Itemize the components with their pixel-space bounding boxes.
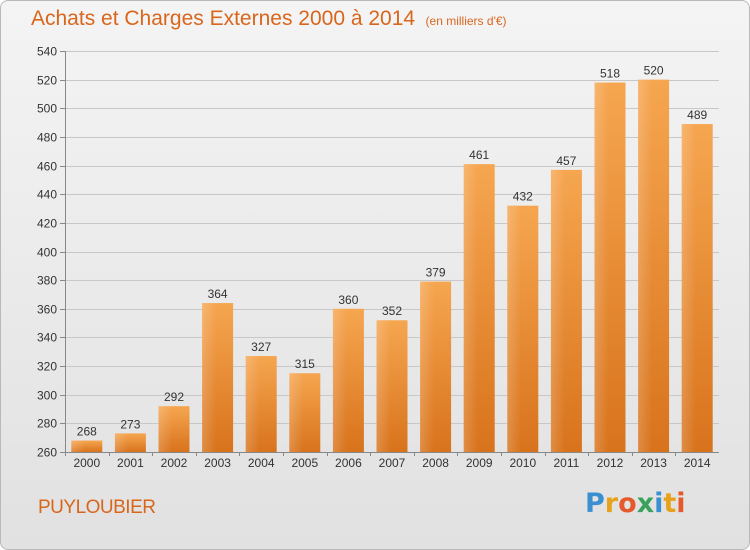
x-tick-label: 2013 <box>640 456 667 470</box>
brand-letter: t <box>663 488 677 519</box>
x-tick-label: 2006 <box>335 456 362 470</box>
y-tick-label: 340 <box>37 331 57 345</box>
brand-letter: i <box>676 488 686 519</box>
data-label: 489 <box>687 108 707 122</box>
x-tick-label: 2001 <box>117 456 144 470</box>
y-tick-label: 480 <box>37 131 57 145</box>
data-label: 273 <box>120 417 140 431</box>
brand-letter: r <box>604 488 619 519</box>
bar-highlight <box>420 281 435 452</box>
data-label: 457 <box>556 154 576 168</box>
x-tick-label: 2002 <box>161 456 188 470</box>
bar-highlight <box>638 79 653 453</box>
bar-highlight <box>507 205 522 452</box>
y-tick-label: 360 <box>37 303 57 317</box>
location-label: PUYLOUBIER <box>38 497 156 518</box>
y-tick-label: 540 <box>37 45 57 59</box>
y-tick-label: 520 <box>37 74 57 88</box>
bar <box>71 440 103 452</box>
y-tick-label: 400 <box>37 246 57 260</box>
x-tick-label: 2012 <box>597 456 624 470</box>
brand-logo[interactable]: Proxiti <box>585 488 686 519</box>
brand-letter: x <box>636 488 655 519</box>
x-tick-label: 2014 <box>684 456 711 470</box>
x-tick-label: 2007 <box>379 456 406 470</box>
brand-letter: P <box>585 488 605 519</box>
data-label: 364 <box>208 287 228 301</box>
data-labels: 268 273 292 364 327 315 360 352 379 461 432 457 518 5… <box>77 64 708 439</box>
y-tick-label: 280 <box>37 417 57 431</box>
data-label: 379 <box>426 266 446 280</box>
y-tick-label: 420 <box>37 217 57 231</box>
data-label: 268 <box>77 425 97 439</box>
data-label: 360 <box>338 293 358 307</box>
y-tick-label: 380 <box>37 274 57 288</box>
bars <box>71 79 713 453</box>
bar-highlight <box>550 169 565 452</box>
x-tick-label: 2010 <box>509 456 536 470</box>
x-tick-label: 2005 <box>291 456 318 470</box>
y-tick-label: 460 <box>37 160 57 174</box>
bar-highlight <box>158 406 173 452</box>
title-row: Achats et Charges Externes 2000 à 2014 (… <box>31 7 507 31</box>
x-tick-label: 2004 <box>248 456 275 470</box>
brand-letter: i <box>654 488 664 519</box>
bar-highlight <box>681 124 696 453</box>
x-tick-label: 2000 <box>73 456 100 470</box>
data-label: 315 <box>295 357 315 371</box>
data-label: 520 <box>644 64 664 78</box>
data-label: 461 <box>469 148 489 162</box>
y-tick-label: 320 <box>37 360 57 374</box>
y-tick-label: 440 <box>37 188 57 202</box>
y-axis-tick-labels: 260 280 300 320 340 360 380 400 420 440 460 480 500 5… <box>37 45 57 460</box>
bar-highlight <box>71 440 86 452</box>
x-tick-label: 2003 <box>204 456 231 470</box>
x-tick-label: 2011 <box>553 456 579 470</box>
bar-highlight <box>463 164 478 452</box>
y-tick-label: 500 <box>37 102 57 116</box>
bar-highlight <box>202 303 217 452</box>
brand-letter: o <box>618 488 637 519</box>
bar-highlight <box>332 308 347 452</box>
axes <box>65 51 719 453</box>
data-label: 352 <box>382 304 402 318</box>
bar-highlight <box>376 320 391 452</box>
y-tick-label: 300 <box>37 389 57 403</box>
x-axis-tick-labels: 2000 2001 2002 2003 2004 2005 2006 2007 2008 2009… <box>65 452 711 470</box>
data-label: 292 <box>164 390 184 404</box>
chart-subtitle: (en milliers d'€) <box>425 14 507 28</box>
bar-highlight <box>245 356 260 452</box>
data-label: 518 <box>600 67 620 81</box>
chart-title: Achats et Charges Externes 2000 à 2014 <box>31 7 416 30</box>
data-label: 327 <box>251 340 271 354</box>
bar-highlight <box>114 433 129 452</box>
x-tick-label: 2008 <box>422 456 449 470</box>
x-tick-label: 2009 <box>466 456 493 470</box>
y-tick-label: 260 <box>37 446 57 460</box>
bar-highlight <box>594 82 609 452</box>
bar-highlight <box>289 373 304 452</box>
data-label: 432 <box>513 190 533 204</box>
